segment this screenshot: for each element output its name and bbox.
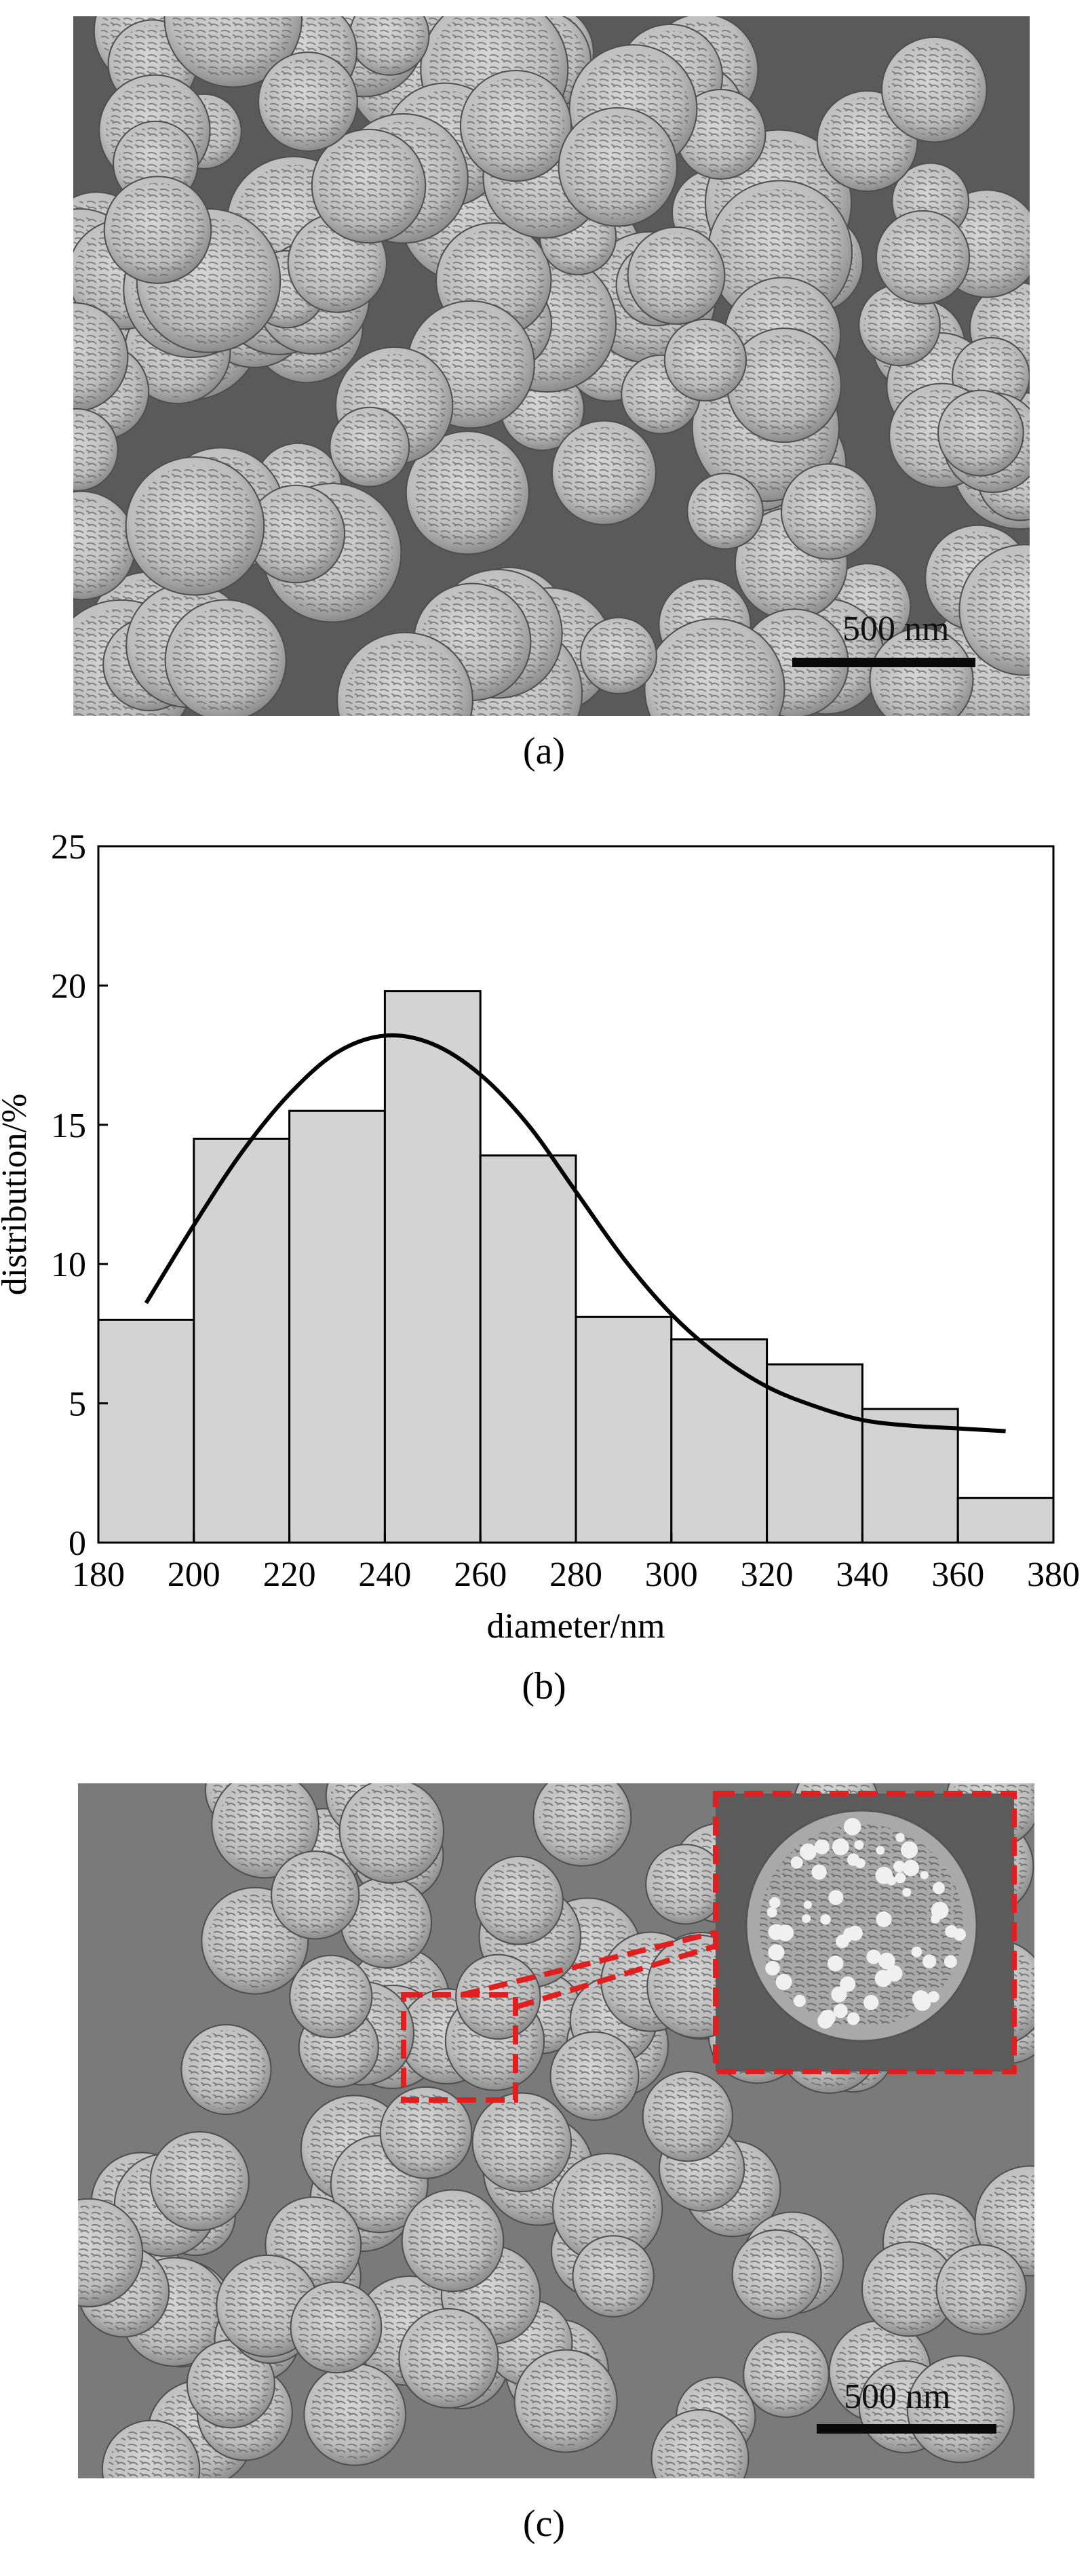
x-tick-label: 200 — [168, 1555, 220, 1594]
sem-particles-c — [78, 1783, 1034, 2478]
x-axis-label: diameter/nm — [487, 1607, 665, 1646]
histogram-bar-360-380 — [956, 1497, 1055, 1544]
scale-bar-line-a — [792, 658, 975, 667]
caption-a: (a) — [522, 730, 566, 772]
y-tick-label: 10 — [51, 1246, 86, 1284]
histogram-bar-180-200 — [97, 1318, 195, 1544]
y-tick-label: 25 — [51, 828, 86, 867]
scale-bar-line-c — [817, 2424, 996, 2434]
sem-image-a — [73, 16, 1030, 716]
caption-c: (c) — [522, 2503, 566, 2545]
x-tick-label: 320 — [741, 1555, 794, 1594]
y-tick-label: 15 — [51, 1107, 86, 1145]
scale-bar-c: 500 nm — [817, 2377, 1013, 2444]
histogram-bar-300-320 — [670, 1338, 769, 1544]
histogram-bar-220-240 — [288, 1109, 386, 1544]
histogram-bar-280-300 — [575, 1315, 673, 1544]
y-axis-label: distribution/% — [0, 1094, 34, 1296]
fit-curve-line — [144, 1033, 1006, 1433]
x-tick-label: 340 — [836, 1555, 889, 1594]
x-tick-label: 300 — [645, 1555, 698, 1594]
histogram-bar-320-340 — [766, 1363, 863, 1544]
chart-ticks: 180 200 220 240 260 280 300 320 340 360 380 0 5 10 15 2… — [51, 828, 1080, 1594]
sem-image-c — [78, 1783, 1034, 2478]
x-tick-label: 280 — [549, 1555, 602, 1594]
x-tick-label: 240 — [358, 1555, 411, 1594]
scale-bar-label-c: 500 nm — [844, 2377, 951, 2416]
x-tick-label: 220 — [263, 1555, 316, 1594]
scale-bar-a: 500 nm — [792, 609, 989, 677]
histogram-bar-260-280 — [479, 1154, 577, 1544]
sem-particles-a — [73, 16, 1030, 716]
y-tick-label: 5 — [69, 1385, 86, 1424]
scale-bar-label-a: 500 nm — [842, 610, 950, 648]
histogram-bars — [97, 990, 1055, 1544]
y-tick-label: 0 — [69, 1524, 86, 1563]
x-tick-label: 180 — [72, 1555, 125, 1594]
histogram-bar-240-260 — [383, 990, 482, 1544]
x-tick-label: 380 — [1027, 1555, 1080, 1594]
x-tick-label: 260 — [454, 1555, 507, 1594]
y-tick-label: 20 — [51, 967, 86, 1006]
x-tick-label: 360 — [931, 1555, 984, 1594]
caption-b: (b) — [522, 1665, 566, 1707]
size-distribution-chart: 180 200 220 240 260 280 300 320 340 360 380 0 5 10 15 2… — [0, 828, 1080, 1646]
